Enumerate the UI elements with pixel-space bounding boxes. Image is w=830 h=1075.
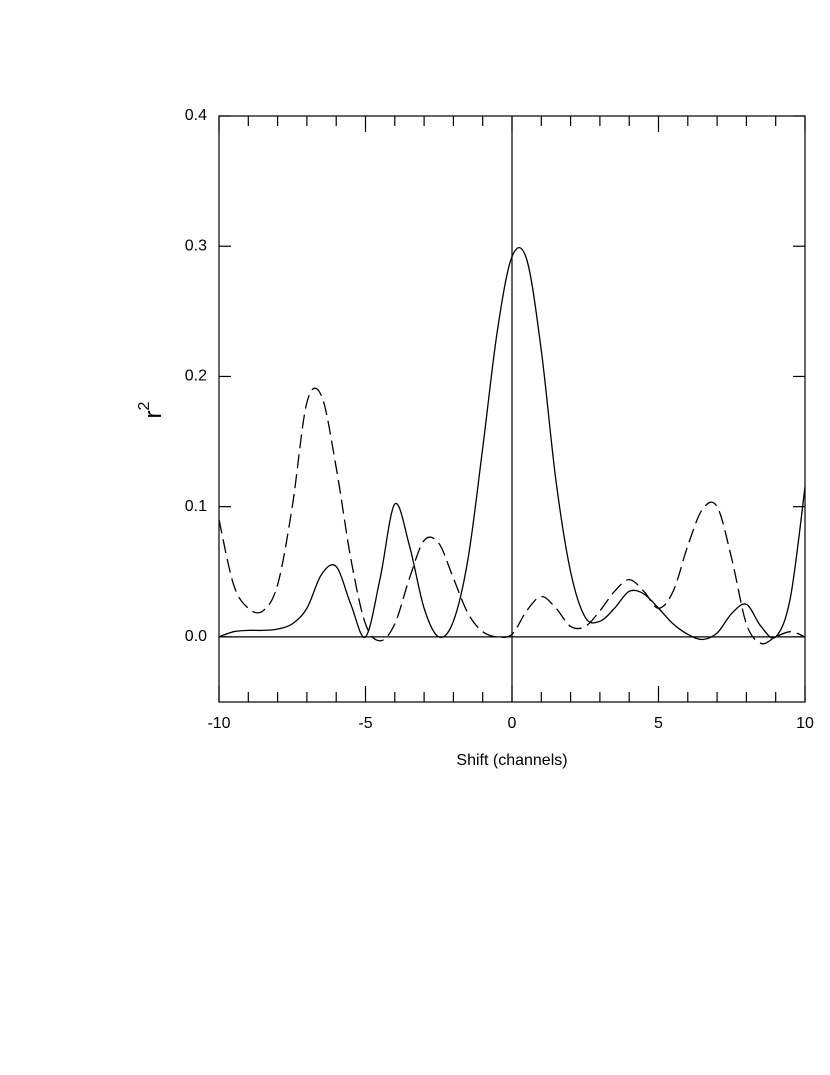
series-line	[218, 246, 806, 641]
x-tick-label: 5	[654, 715, 663, 732]
y-tick-label: 0.1	[185, 498, 207, 515]
x-tick-label: 0	[508, 715, 517, 732]
y-tick-label: 0.2	[185, 368, 207, 385]
y-tick-label: 0.4	[185, 107, 207, 124]
y-tick-label: 0.3	[185, 237, 207, 254]
x-tick-label: -5	[358, 715, 372, 732]
y-tick-label: 0.0	[185, 628, 207, 645]
x-axis-label: Shift (channels)	[456, 752, 567, 769]
x-tick-label: -10	[207, 715, 230, 732]
y-axis-label: r2	[136, 401, 167, 418]
x-tick-label: 10	[796, 715, 814, 732]
series-line	[218, 387, 806, 645]
